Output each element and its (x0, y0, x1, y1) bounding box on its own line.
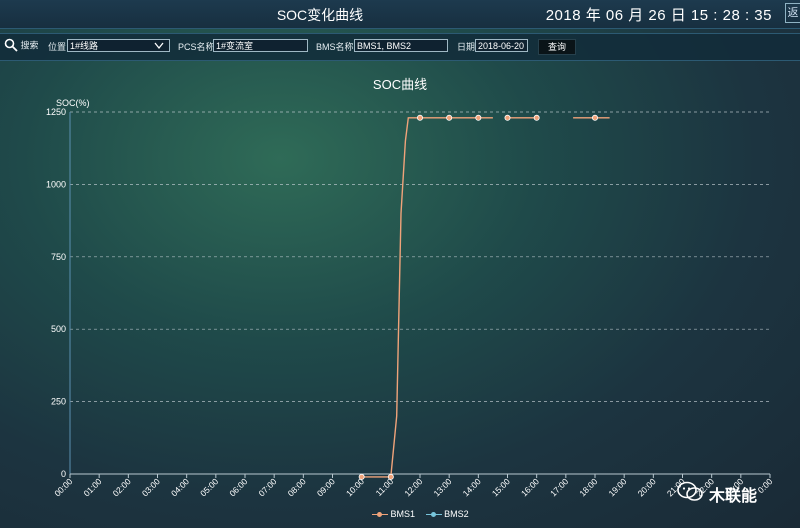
location-label: 位置 (48, 42, 67, 52)
data-point-bms1 (475, 114, 482, 121)
x-tick-label: 05:00 (198, 476, 220, 498)
data-point-bms1 (504, 114, 511, 121)
legend-item-bms1[interactable]: BMS1 (372, 509, 415, 519)
y-tick-label: 500 (51, 324, 66, 334)
x-tick-label: 14:00 (461, 476, 483, 498)
location-select[interactable]: 1#线路 (67, 39, 170, 52)
x-tick-label: 01:00 (81, 476, 103, 498)
query-button[interactable]: 查询 (538, 39, 576, 55)
top-bar: SOC变化曲线 2018 年 06 月 26 日 15 : 28 : 35 返 (0, 0, 800, 29)
y-tick-label: 750 (51, 252, 66, 262)
date-field[interactable]: 2018-06-20 (475, 39, 528, 52)
location-value: 1#线路 (70, 41, 99, 51)
x-tick-label: 12:00 (402, 476, 424, 498)
x-tick-label: 07:00 (256, 476, 278, 498)
legend-swatch-bms2 (425, 511, 442, 519)
bms-label: BMS名称 (316, 42, 354, 52)
legend-label-bms2: BMS2 (444, 509, 469, 519)
x-tick-label: 08:00 (286, 476, 308, 498)
search-label: 搜索 (20, 40, 39, 51)
series-line-bms1 (361, 117, 493, 478)
x-tick-label: 17:00 (548, 476, 570, 498)
chevron-down-icon (154, 42, 164, 50)
bms-field[interactable]: BMS1, BMS2 (354, 39, 448, 52)
x-tick-label: 03:00 (140, 476, 162, 498)
x-tick-label: 02:00 (111, 476, 133, 498)
y-tick-label: 250 (51, 397, 66, 407)
corner-tab[interactable]: 返 (785, 3, 800, 23)
x-tick-label: 20:00 (636, 476, 658, 498)
x-tick-label: 09:00 (315, 476, 337, 498)
data-point-bms1 (446, 114, 453, 121)
pcs-field[interactable]: 1#变流室 (213, 39, 308, 52)
data-point-bms1 (416, 114, 423, 121)
filter-bar: 搜索 位置 1#线路 PCS名称 1#变流室 BMS名称 BMS1, BMS2 … (0, 33, 800, 61)
search-icon (4, 38, 18, 52)
data-point-bms1 (358, 473, 365, 480)
x-tick-label: 16:00 (519, 476, 541, 498)
x-tick-label: 04:00 (169, 476, 191, 498)
datetime-display: 2018 年 06 月 26 日 15 : 28 : 35 (545, 7, 772, 24)
y-tick-label: 1250 (46, 107, 66, 117)
x-tick-label: 18:00 (577, 476, 599, 498)
watermark-text: 木联能 (709, 488, 758, 505)
data-point-bms1 (592, 114, 599, 121)
y-axis-label: SOC(%) (56, 98, 90, 108)
chart-title: SOC曲线 (372, 77, 428, 92)
y-tick-label: 0 (61, 469, 66, 479)
wechat-icon (677, 481, 703, 501)
legend-label-bms1: BMS1 (390, 509, 416, 519)
x-tick-label: 15:00 (490, 476, 512, 498)
x-tick-label: 00:00 (52, 476, 74, 498)
legend-item-bms2[interactable]: BMS2 (425, 509, 469, 519)
data-point-bms1 (533, 114, 540, 121)
data-point-bms1 (387, 473, 394, 480)
date-label: 日期 (457, 42, 476, 52)
x-tick-label: 06:00 (227, 476, 249, 498)
x-tick-label: 13:00 (431, 476, 453, 498)
search-control[interactable]: 搜索 (4, 38, 39, 52)
x-tick-label: 19:00 (606, 476, 628, 498)
page-title: SOC变化曲线 (276, 7, 364, 23)
chart-legend: BMS1 BMS2 (372, 509, 477, 519)
pcs-label: PCS名称 (178, 42, 215, 52)
y-tick-label: 1000 (46, 179, 66, 189)
watermark: 木联能 (676, 478, 792, 508)
legend-swatch-bms1 (372, 511, 388, 519)
